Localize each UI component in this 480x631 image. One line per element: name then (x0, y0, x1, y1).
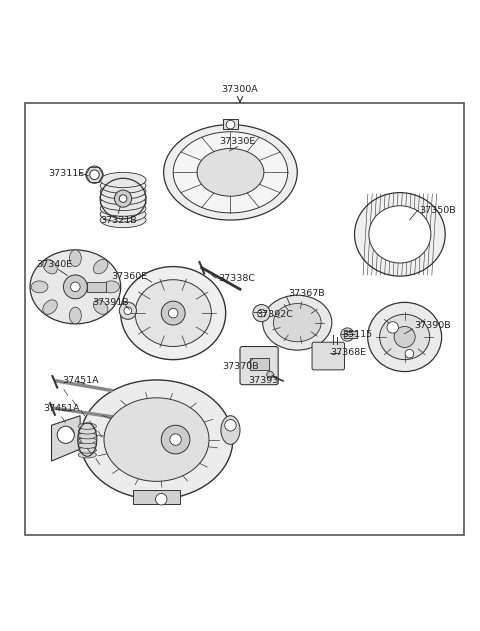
Ellipse shape (369, 206, 431, 263)
Text: 37393: 37393 (248, 376, 278, 385)
Ellipse shape (380, 314, 430, 360)
Text: 37368E: 37368E (331, 348, 367, 357)
Text: 37390B: 37390B (414, 322, 451, 331)
Text: 37330E: 37330E (219, 137, 256, 146)
Ellipse shape (78, 437, 96, 444)
Circle shape (161, 301, 185, 325)
Ellipse shape (31, 281, 48, 293)
Text: 37392C: 37392C (257, 310, 294, 319)
Text: 37340E: 37340E (36, 260, 72, 269)
Ellipse shape (368, 302, 442, 372)
Ellipse shape (78, 447, 96, 453)
Ellipse shape (104, 398, 209, 481)
Text: 37338C: 37338C (218, 274, 255, 283)
Text: 37360E: 37360E (111, 272, 147, 281)
Ellipse shape (43, 300, 57, 314)
Ellipse shape (78, 423, 96, 429)
Ellipse shape (100, 189, 146, 205)
FancyBboxPatch shape (312, 342, 345, 370)
Ellipse shape (94, 259, 108, 274)
Ellipse shape (173, 132, 288, 213)
Circle shape (405, 350, 414, 358)
Circle shape (394, 326, 415, 348)
Circle shape (115, 190, 132, 207)
Circle shape (90, 170, 99, 179)
Text: 37370B: 37370B (223, 362, 259, 371)
Circle shape (170, 434, 181, 445)
Text: 37451A: 37451A (43, 404, 80, 413)
Ellipse shape (70, 307, 81, 324)
Ellipse shape (164, 124, 297, 220)
Ellipse shape (70, 250, 81, 266)
Bar (223, 119, 238, 129)
Text: 37311E: 37311E (48, 168, 84, 178)
Circle shape (124, 307, 132, 314)
Ellipse shape (78, 433, 96, 439)
Text: 37391B: 37391B (92, 298, 129, 307)
Circle shape (258, 309, 265, 317)
FancyBboxPatch shape (240, 346, 278, 385)
Ellipse shape (78, 452, 96, 458)
Circle shape (86, 166, 103, 184)
Ellipse shape (197, 148, 264, 196)
Text: 37451A: 37451A (62, 376, 99, 385)
Bar (344, 331, 358, 338)
Text: 35115: 35115 (343, 329, 373, 339)
Ellipse shape (80, 380, 233, 499)
Ellipse shape (78, 428, 96, 434)
Ellipse shape (120, 266, 226, 360)
Ellipse shape (100, 172, 146, 187)
Circle shape (161, 425, 190, 454)
Ellipse shape (94, 300, 108, 314)
Bar (250, 358, 269, 370)
Circle shape (341, 328, 354, 341)
Circle shape (119, 302, 136, 319)
Ellipse shape (100, 184, 146, 199)
Circle shape (156, 493, 167, 505)
Circle shape (267, 371, 274, 378)
Circle shape (225, 420, 236, 431)
Ellipse shape (43, 259, 57, 274)
Ellipse shape (100, 178, 146, 193)
Text: 37367B: 37367B (288, 289, 324, 298)
Ellipse shape (100, 213, 146, 228)
Ellipse shape (100, 201, 146, 216)
Circle shape (63, 275, 87, 299)
Text: 37300A: 37300A (222, 85, 258, 94)
Ellipse shape (221, 416, 240, 444)
Circle shape (226, 121, 235, 129)
Bar (132, 490, 180, 504)
Polygon shape (51, 416, 80, 461)
Ellipse shape (100, 195, 146, 211)
Circle shape (168, 309, 178, 318)
Circle shape (253, 305, 270, 322)
Bar (87, 282, 107, 292)
Ellipse shape (263, 295, 332, 350)
Text: 37321B: 37321B (100, 216, 137, 225)
Circle shape (57, 426, 74, 444)
Ellipse shape (103, 281, 120, 293)
Ellipse shape (274, 304, 321, 342)
Ellipse shape (355, 192, 445, 276)
Circle shape (387, 322, 398, 333)
Circle shape (71, 282, 80, 292)
Ellipse shape (78, 442, 96, 449)
Text: 37350B: 37350B (419, 206, 456, 215)
Ellipse shape (135, 280, 211, 346)
Circle shape (119, 195, 127, 203)
Ellipse shape (30, 250, 120, 324)
Ellipse shape (100, 207, 146, 222)
